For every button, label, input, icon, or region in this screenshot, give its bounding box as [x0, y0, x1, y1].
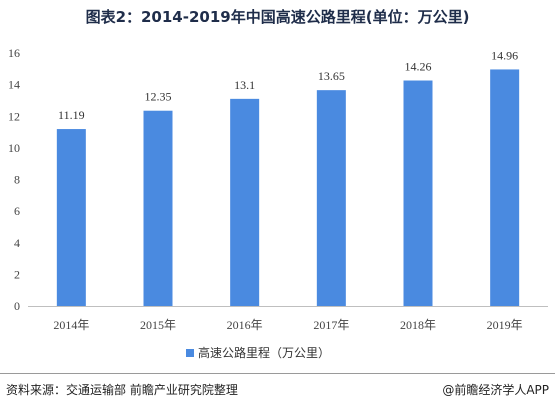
data-label: 12.35 [145, 90, 172, 104]
y-axis: 0 2 4 6 8 10 12 14 16 [8, 46, 20, 313]
bar [490, 69, 520, 306]
data-label: 13.65 [318, 69, 345, 83]
legend-label: 高速公路里程（万公里） [198, 345, 330, 360]
footer-divider [0, 373, 555, 374]
legend-swatch [186, 349, 194, 357]
bar-chart: 0 2 4 6 8 10 12 14 16 11.19 12.35 13.1 13.65 14.26 14… [8, 46, 548, 360]
chart-title: 图表2：2014-2019年中国高速公路里程(单位：万公里) [85, 8, 470, 26]
y-tick-label: 10 [8, 141, 20, 155]
data-label: 14.96 [491, 48, 518, 62]
x-tick-label: 2016年 [227, 318, 263, 332]
y-tick-label: 12 [8, 109, 20, 123]
bar [56, 129, 86, 306]
x-tick-label: 2014年 [53, 318, 89, 332]
bars: 11.19 12.35 13.1 13.65 14.26 14.96 [56, 48, 520, 306]
source-note: 资料来源：交通运输部 前瞻产业研究院整理 [6, 383, 238, 397]
y-tick-label: 14 [8, 78, 20, 92]
bar [230, 98, 260, 306]
data-label: 14.26 [405, 60, 432, 74]
x-tick-label: 2019年 [487, 318, 523, 332]
x-tick-label: 2017年 [313, 318, 349, 332]
x-tick-label: 2015年 [140, 318, 176, 332]
data-label: 13.1 [234, 78, 255, 92]
bar [403, 80, 433, 306]
y-tick-label: 2 [14, 267, 20, 281]
brand-credit: @前瞻经济学人APP [442, 383, 549, 397]
x-axis: 2014年 2015年 2016年 2017年 2018年 2019年 [28, 306, 548, 332]
bar [316, 90, 346, 306]
x-tick-label: 2018年 [400, 318, 436, 332]
y-tick-label: 6 [14, 204, 20, 218]
data-label: 11.19 [58, 108, 85, 122]
legend: 高速公路里程（万公里） [186, 345, 330, 360]
bar [143, 110, 173, 306]
y-tick-label: 0 [14, 299, 20, 313]
y-tick-label: 16 [8, 46, 20, 60]
y-tick-label: 4 [14, 236, 20, 250]
y-tick-label: 8 [14, 173, 20, 187]
